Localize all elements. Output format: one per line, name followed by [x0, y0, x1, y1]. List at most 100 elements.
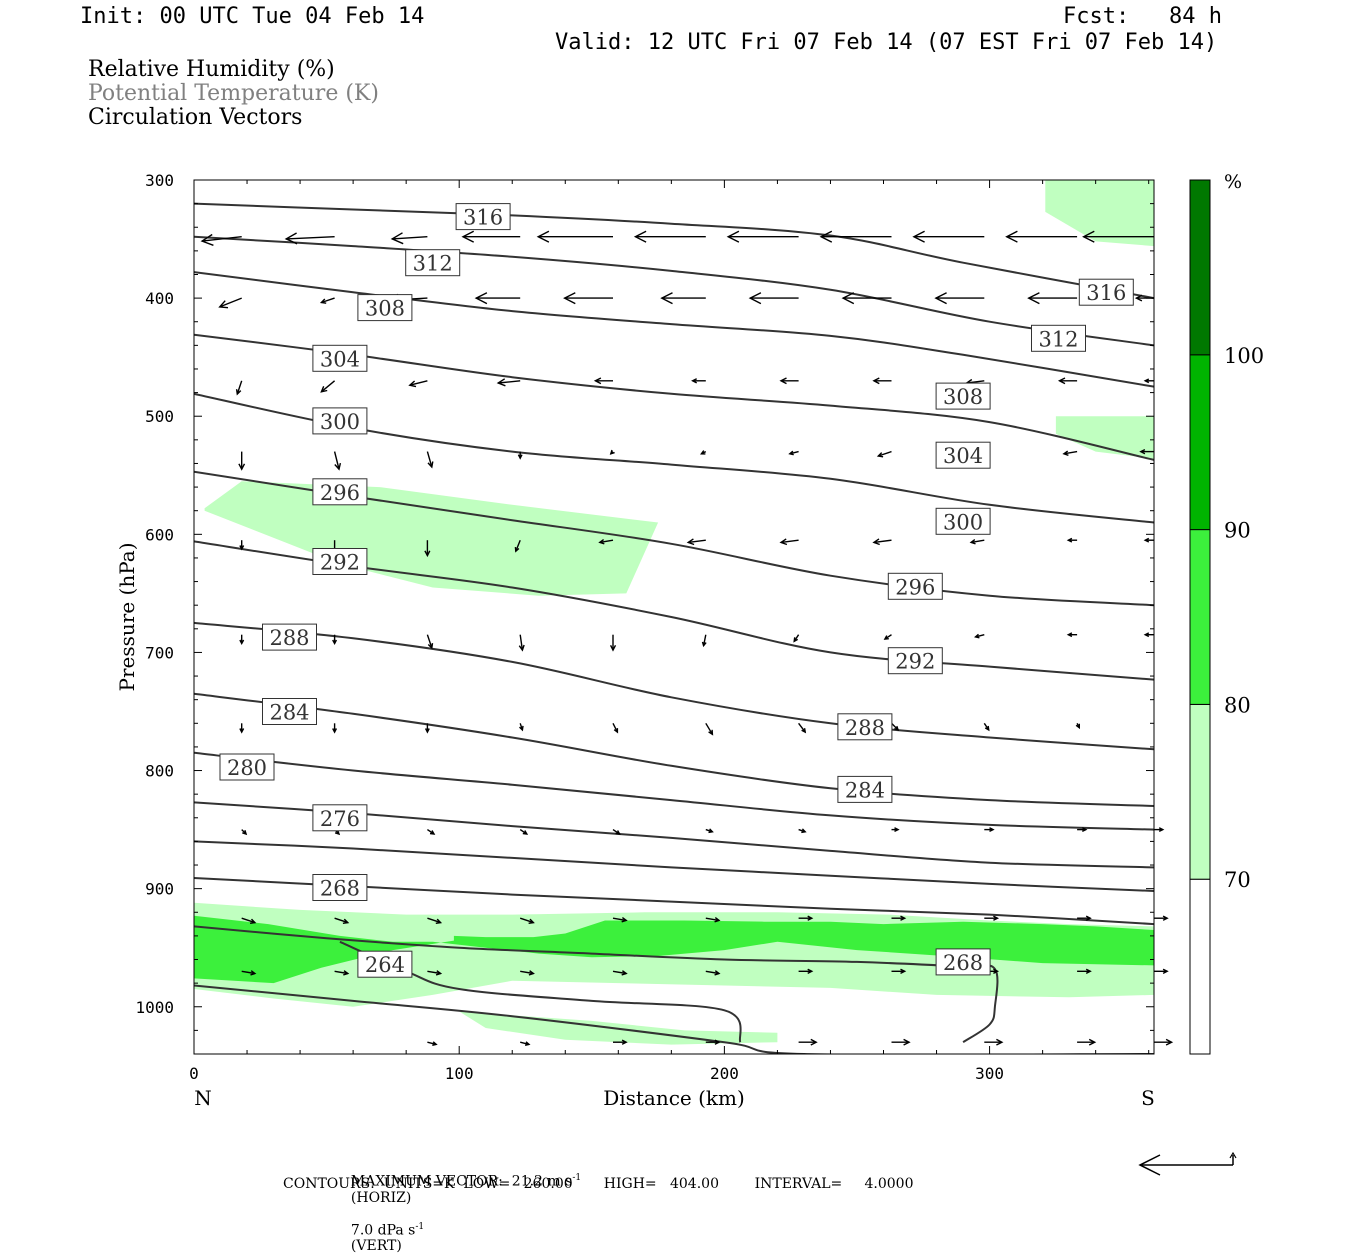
unit-exponent: -1 — [415, 1221, 425, 1232]
y-tick-label: 900 — [145, 880, 174, 899]
contour-label-box — [312, 344, 368, 372]
wind-vector-head — [408, 380, 417, 388]
wind-vector-head — [900, 968, 907, 975]
contour-label-box — [935, 382, 991, 410]
contour-label-312: 312 — [1031, 324, 1086, 352]
tick-layer — [193, 179, 1154, 1055]
contour-label-292: 292 — [887, 647, 943, 675]
wind-vector-head — [435, 918, 443, 924]
isentrope-284 — [194, 692, 1154, 807]
wind-vector — [519, 917, 534, 924]
contour-label-box — [935, 948, 991, 976]
wind-vector — [599, 539, 614, 544]
wind-vector-head — [1134, 294, 1143, 302]
wind-vector — [612, 917, 627, 922]
wind-vector-head — [1082, 230, 1095, 243]
wind-vector-head — [872, 377, 880, 385]
wind-vector-head — [1085, 915, 1092, 921]
wind-vector — [236, 380, 243, 395]
wind-vector-head — [609, 449, 615, 455]
wind-vector-head — [801, 828, 807, 834]
wind-vector — [705, 917, 720, 922]
wind-vector-head — [615, 830, 621, 835]
wind-vector-head — [528, 918, 535, 924]
wind-vector-head — [461, 230, 475, 243]
wind-vector-head — [332, 728, 338, 734]
wind-vector — [970, 539, 985, 544]
colorbar-segment — [1189, 703, 1211, 880]
contour-label-text: 308 — [365, 297, 405, 321]
contour-label-box — [262, 698, 317, 725]
wind-vector-head — [334, 462, 342, 471]
wind-vector — [520, 970, 534, 975]
wind-vector — [612, 970, 627, 975]
contour-label-284: 284 — [837, 775, 893, 803]
wind-vector — [798, 722, 806, 733]
contour-label-text: 304 — [943, 444, 983, 468]
contour-label-box — [219, 753, 275, 781]
wind-vector-head — [536, 230, 550, 243]
title-circulation-vectors: Circulation Vectors — [88, 105, 303, 130]
contour-label-text: 284 — [845, 778, 885, 802]
contour-label-box — [312, 874, 368, 901]
wind-vector — [1063, 450, 1078, 455]
isentrope-312 — [194, 235, 1154, 347]
wind-vector-head — [989, 827, 995, 833]
wind-vector-head — [320, 386, 328, 393]
wind-vector-head — [841, 292, 855, 305]
rh-region-80 — [194, 915, 1154, 984]
wind-vector-head — [876, 452, 884, 458]
wind-vector — [519, 634, 524, 651]
wind-vector-head — [969, 539, 976, 545]
wind-vector-head — [660, 292, 673, 305]
isentrope-316 — [194, 202, 1154, 300]
wind-vector-head — [249, 918, 257, 924]
wind-vector-head — [1143, 632, 1150, 638]
wind-vector — [780, 539, 799, 544]
cross-section-chart: 3163123083043002962922882842802762682643… — [115, 171, 1264, 1176]
wind-vector-head — [390, 232, 404, 245]
wind-vector-head — [621, 917, 628, 923]
wind-vector-head — [872, 538, 880, 546]
wind-vector-head — [1075, 723, 1080, 730]
wind-vector-head — [621, 970, 628, 976]
contour-label-316: 316 — [455, 203, 511, 231]
wind-vector — [333, 451, 340, 470]
wind-vector-head — [284, 232, 298, 245]
y-tick-label: 500 — [145, 407, 174, 426]
wind-vector-head — [528, 970, 535, 976]
contour-label-text: 292 — [320, 551, 360, 575]
contour-label-300: 300 — [312, 407, 368, 435]
wind-vector-head — [1057, 377, 1066, 385]
contour-label-box — [357, 294, 413, 322]
contour-label-text: 316 — [463, 206, 503, 230]
colorbar-label: 90 — [1224, 519, 1251, 543]
wind-vector-head — [912, 230, 925, 243]
wind-vector-head — [427, 461, 434, 469]
contour-label-box — [312, 407, 368, 435]
contour-label-box — [887, 647, 943, 675]
wind-vector-head — [1066, 632, 1073, 638]
wind-vector-head — [779, 538, 788, 546]
wind-vector — [321, 297, 335, 304]
contour-label-text: 276 — [320, 807, 360, 831]
y-tick-label: 800 — [145, 762, 174, 781]
isentrope-272 — [194, 840, 1154, 892]
x-tick-label: 200 — [710, 1064, 739, 1083]
wind-vector-head — [242, 829, 248, 836]
wind-vector — [219, 297, 242, 308]
wind-vector-head — [819, 230, 833, 243]
contour-label-box — [1031, 324, 1086, 352]
contour-label-276: 276 — [312, 804, 368, 832]
wind-vector-head — [708, 828, 714, 834]
colorbar-unit: % — [1224, 171, 1242, 193]
colorbar: 70 80 90 100% — [1189, 171, 1264, 1055]
contour-label-box — [357, 950, 413, 978]
wind-vector — [426, 634, 433, 649]
wind-vector-head — [200, 233, 214, 246]
y-tick-label: 1000 — [135, 998, 174, 1017]
wind-vector-head — [524, 1041, 531, 1046]
colorbar-segment — [1189, 354, 1211, 531]
wind-vector-head — [894, 827, 900, 833]
wind-vector — [427, 970, 441, 975]
